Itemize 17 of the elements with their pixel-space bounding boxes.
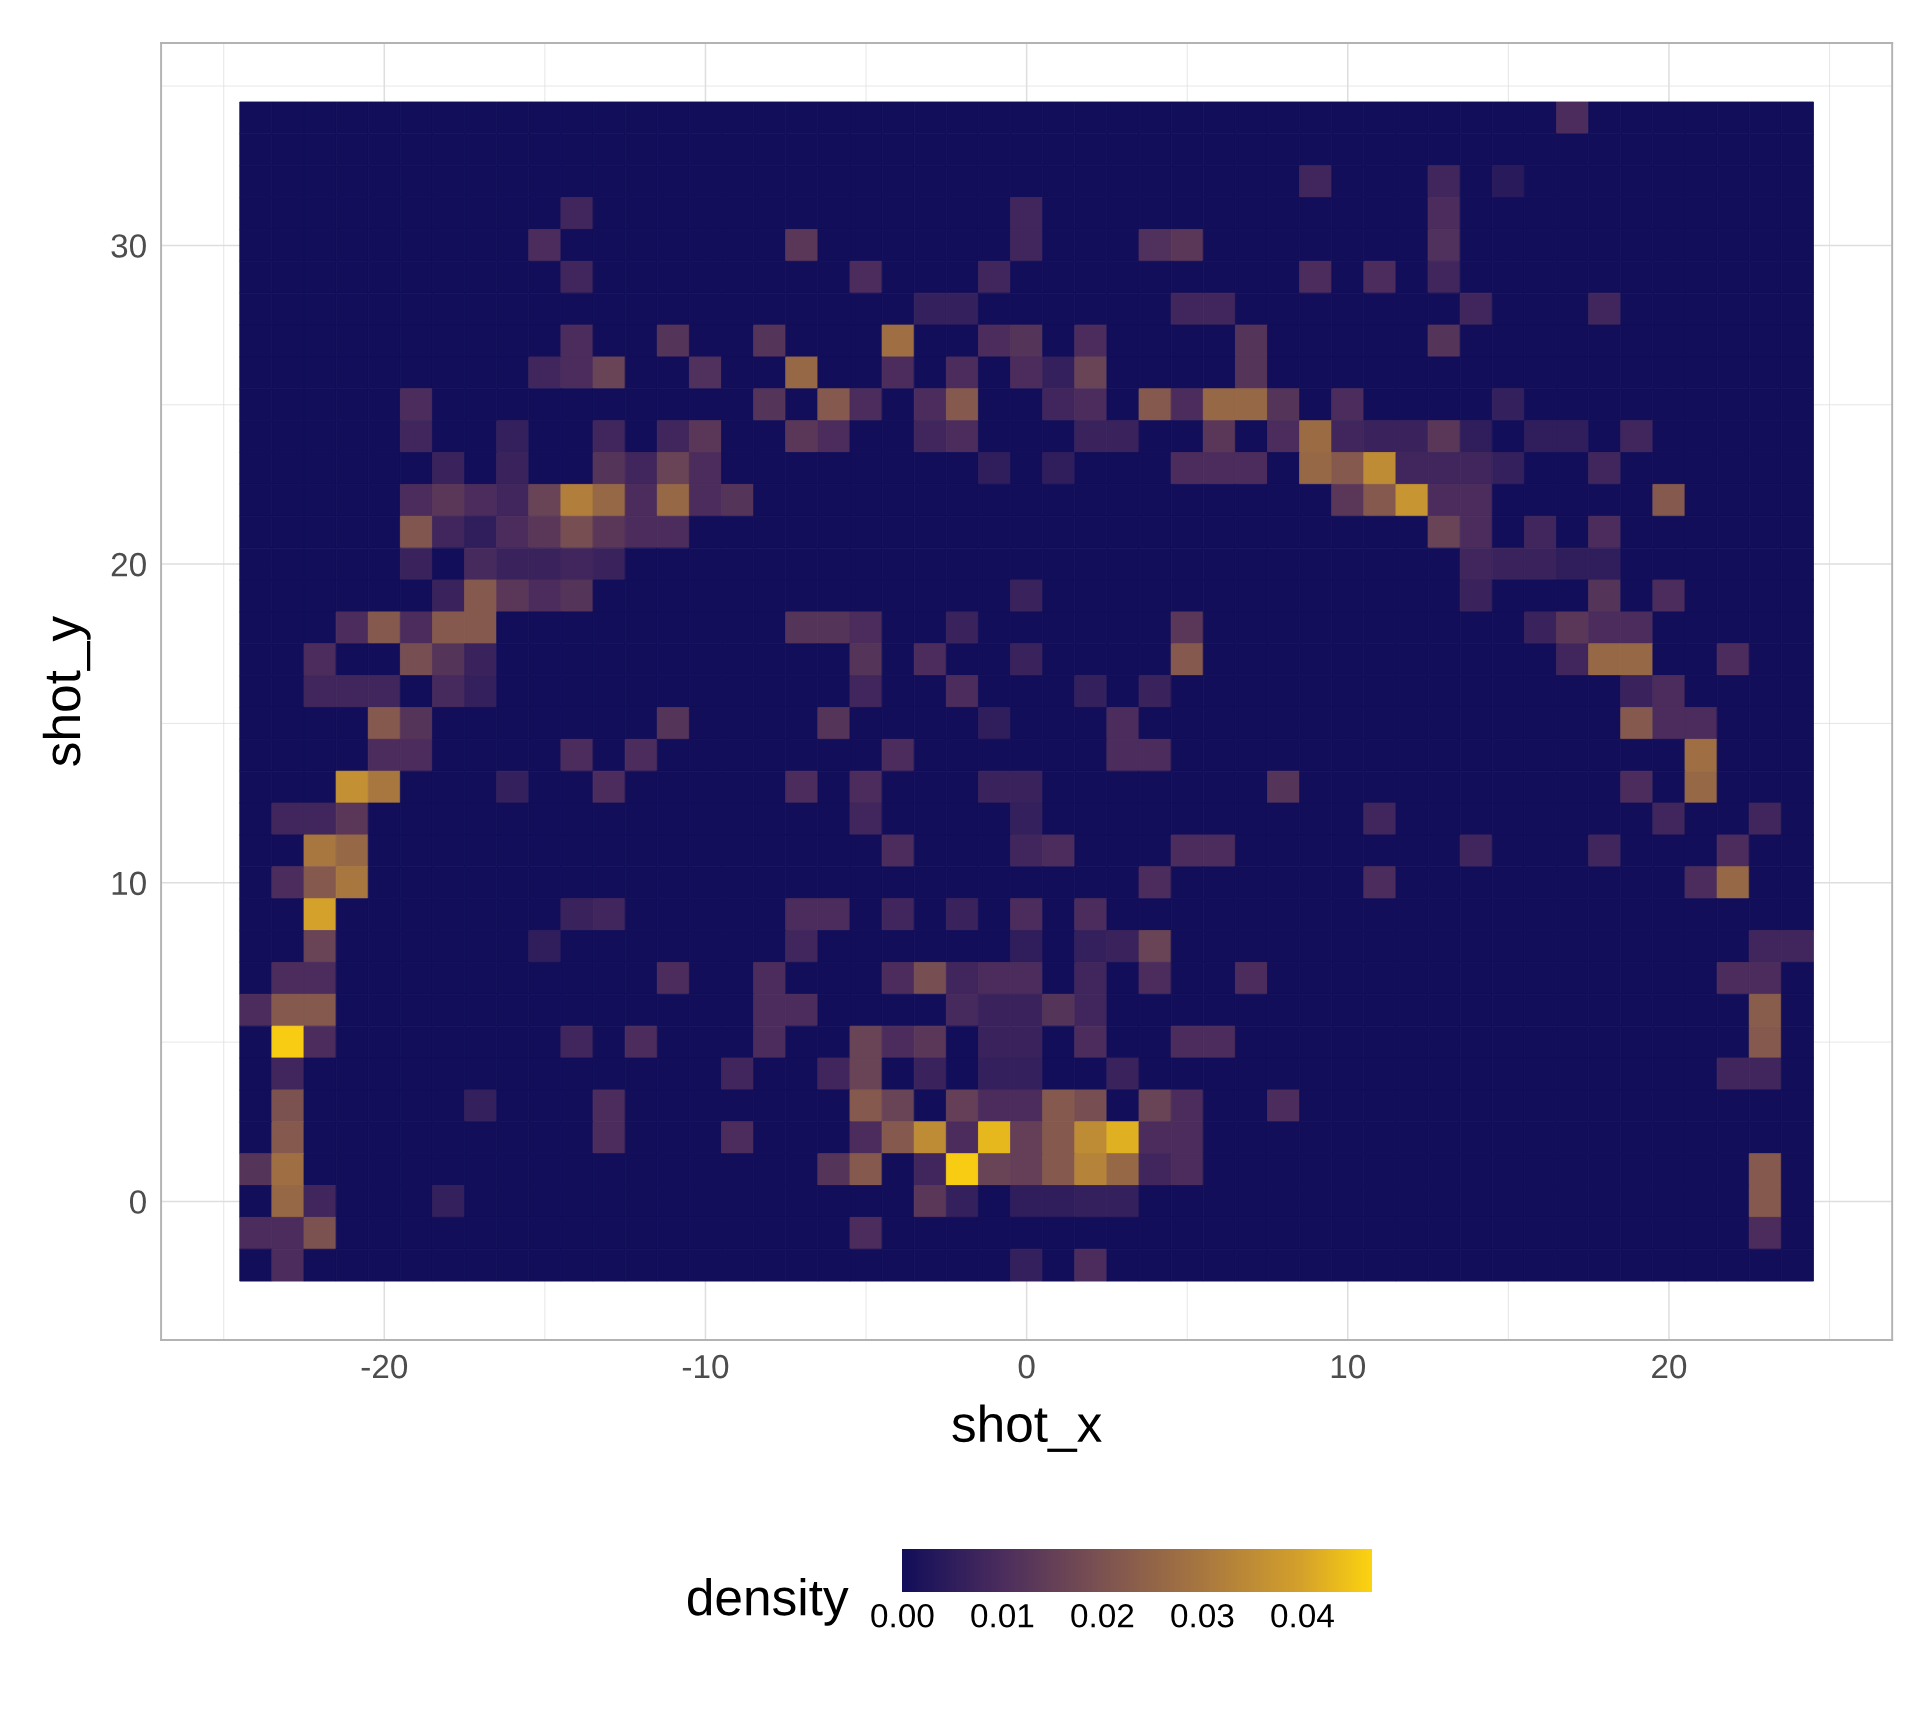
y-tick-label: 0 [129,1190,146,1214]
color-bar-label: 0.01 [971,1604,1034,1628]
x-tick-label: 0 [1018,1354,1035,1379]
color-bar-label: 0.04 [1271,1604,1334,1628]
y-tick-label: 30 [111,234,146,258]
color-bar-title: density [687,1577,849,1626]
color-bar-label: 0.00 [871,1604,934,1628]
x-tick-label: 20 [1652,1354,1687,1379]
y-tick-label: 20 [111,552,146,577]
color-bar-label: 0.03 [1171,1604,1234,1628]
y-tick-label: 10 [112,871,146,896]
x-tick-label: -10 [682,1354,729,1379]
y-axis-title: shot_y [42,615,91,766]
x-axis-title: shot_x [952,1404,1102,1452]
x-tick-label: -20 [361,1354,408,1379]
color-bar-label: 0.02 [1071,1604,1134,1628]
x-tick-label: 10 [1331,1354,1366,1379]
